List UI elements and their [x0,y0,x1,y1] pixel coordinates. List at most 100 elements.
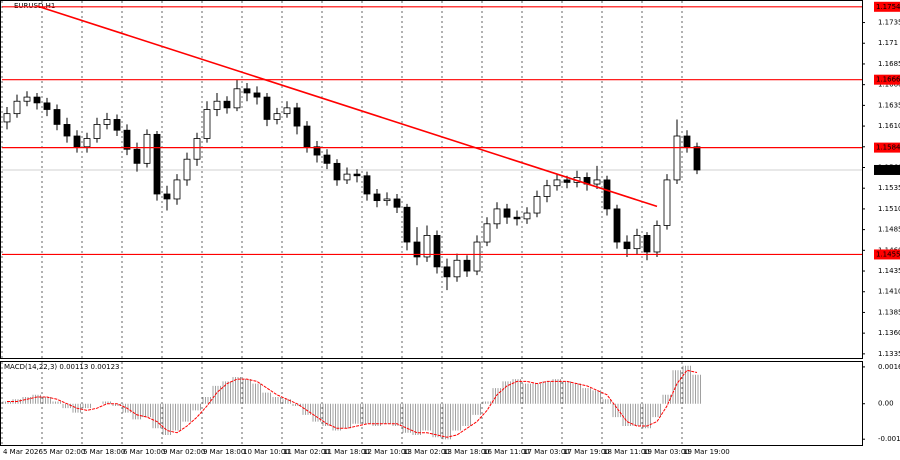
candle-body [233,88,241,109]
main-frame [0,0,863,359]
candle-body [373,193,381,202]
candle-body [283,107,291,115]
candle-body [433,235,441,268]
level-label-box [874,142,900,153]
candle-body [313,146,321,156]
chart-title: EURUSD,H1 [14,2,55,10]
x-tick-label: 19 Mar 03:00 [643,448,690,456]
last-price-label: 1.1557 [876,166,900,174]
level-label-box [874,74,900,85]
candle-body [83,138,91,148]
candle-body [663,179,671,226]
candle-body [633,235,641,250]
x-tick-label: 6 Mar 10:00 [123,448,165,456]
candle-body [133,148,141,164]
x-tick-label: 5 Mar 02:00 [43,448,85,456]
y-tick-label: 1.1360 [878,329,900,337]
y-tick-label: 1.1635 [878,101,900,109]
x-tick-label: 13 Mar 18:00 [443,448,490,456]
candle-body [303,125,311,148]
candle-body [323,154,331,164]
candle-body [163,193,171,200]
x-tick-label: 12 Mar 10:00 [363,448,410,456]
level-label: 1.1666 [876,76,900,84]
candle-body [333,162,341,181]
candle-body [93,124,101,139]
level-label: 1.1584 [876,144,900,152]
candle-body [253,92,261,98]
y-tick-label: 1.1610 [878,122,900,130]
level-label: 1.1455 [876,250,900,258]
candle-body [533,196,541,214]
candle-body [43,102,51,110]
candle-body [293,107,301,127]
candle-body [543,185,551,197]
candle-body [223,100,231,109]
candle-body [63,124,71,137]
y-tick-label: 1.1535 [878,184,900,192]
candle-body [693,146,701,171]
candle-body [593,179,601,185]
candle-body [343,173,351,181]
candle-body [643,235,651,253]
candle-body [473,241,481,272]
x-tick-label: 5 Mar 18:00 [83,448,125,456]
x-tick-label: 4 Mar 2026 [3,448,43,456]
candle-body [193,138,201,160]
y-tick-label: 0.00 [878,400,894,408]
candle-body [53,109,61,125]
x-tick-label: 13 Mar 02:00 [403,448,450,456]
x-tick-label: 10 Mar 10:00 [243,448,290,456]
candle-body [563,179,571,183]
candle-body [653,225,661,253]
x-tick-label: 11 Mar 18:00 [323,448,370,456]
candle-body [353,173,361,177]
candle-body [3,113,11,123]
candle-body [363,175,371,195]
y-tick-label: 1.1485 [878,226,900,234]
candle-body [483,223,491,243]
y-tick-label: 1.1685 [878,60,900,68]
candle-body [453,259,461,278]
macd-title: MACD(14,22,3) 0.00113 0.00123 [4,363,120,371]
candle-body [243,88,251,94]
y-tick-label: 1.1435 [878,267,900,275]
candle-body [23,96,31,102]
candle-body [203,109,211,139]
candle-body [493,208,501,225]
trendline [36,5,658,208]
y-tick-label: 0.00165 [878,363,900,371]
candle-body [173,179,181,200]
x-tick-label: 11 Mar 02:00 [283,448,330,456]
y-tick-label: 1.1735 [878,19,900,27]
candle-body [513,216,521,220]
candle-body [273,113,281,120]
candle-body [603,179,611,210]
candle-body [123,129,131,150]
candle-body [403,206,411,243]
candle-body [553,179,561,187]
candle-body [113,119,121,131]
candle-body [13,100,21,115]
last-price-box [874,164,900,175]
candle-body [523,212,531,220]
candle-body [143,133,151,164]
y-tick-label: -0.00159 [878,435,900,443]
y-tick-label: 1.1510 [878,205,900,213]
y-tick-label: 1.1335 [878,350,900,358]
y-tick-label: 1.1385 [878,308,900,316]
candle-body [153,133,161,195]
candle-body [613,208,621,243]
candle-body [413,241,421,258]
candle-body [443,266,451,278]
candle-body [33,96,41,104]
x-tick-label: 19 Mar 19:00 [683,448,730,456]
level-label-box [874,1,900,12]
x-tick-label: 17 Mar 03:00 [523,448,570,456]
x-tick-label: 17 Mar 19:00 [563,448,610,456]
y-tick-label: 1.171 [878,39,898,47]
candle-body [623,241,631,250]
candle-body [183,158,191,181]
candle-body [263,96,271,120]
level-label-box [874,249,900,260]
